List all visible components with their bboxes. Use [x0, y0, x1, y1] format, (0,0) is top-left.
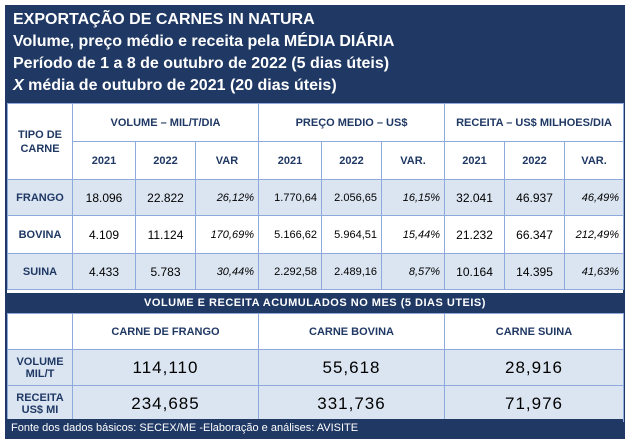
sub-header: VAR: [195, 141, 259, 180]
cell-var: 30,44%: [195, 253, 259, 290]
cell: 2.489,16: [321, 253, 382, 290]
sub-header: 2021: [258, 141, 322, 180]
volume-bovina: 55,618: [258, 349, 445, 386]
cell-var: 15,44%: [380, 215, 446, 254]
cell: 4.109: [72, 215, 136, 254]
cell: 22.822: [135, 179, 196, 216]
header-comparison: X média de outubro de 2021 (20 dias útei…: [13, 75, 623, 97]
table-row: VOLUME MIL/T 114,110 55,618 28,916: [7, 349, 624, 386]
row-label-volume: VOLUME MIL/T: [7, 349, 73, 386]
report-frame: EXPORTAÇÃO DE CARNES IN NATURA Volume, p…: [5, 5, 625, 439]
cell-var: 212,49%: [564, 215, 625, 254]
sub-header: 2022: [135, 141, 196, 180]
cell: 5.783: [135, 253, 196, 290]
sub-header: 2021: [72, 141, 136, 180]
cell: 11.124: [135, 215, 196, 254]
header-x-mark: X: [13, 77, 24, 94]
cell-var: 170,69%: [195, 215, 259, 254]
cell: 66.347: [504, 215, 566, 254]
sub-header: 2021: [444, 141, 506, 180]
table-row: SUINA 4.433 5.783 30,44% 2.292,58 2.489,…: [7, 253, 625, 290]
row-label-receita: RECEITA US$ MI: [7, 385, 73, 422]
receita-group-header: RECEITA – US$ MILHOES/DIA: [444, 103, 625, 142]
header-comparison-text: média de outubro de 2021 (20 dias úteis): [23, 77, 337, 94]
col-carne-frango: CARNE DE FRANGO: [72, 313, 259, 350]
receita-bovina: 331,736: [258, 385, 445, 422]
volume-group-header: VOLUME – MIL/T/DIA: [72, 103, 259, 142]
accumulated-table: CARNE DE FRANGO CARNE BOVINA CARNE SUINA…: [7, 313, 624, 422]
sub-header: 2022: [321, 141, 382, 180]
cell: 10.164: [444, 253, 506, 290]
cell-var: 16,15%: [380, 179, 446, 216]
volume-suina: 28,916: [444, 349, 624, 386]
sub-header: VAR.: [380, 141, 446, 180]
cell: 21.232: [444, 215, 506, 254]
cell-var: 41,63%: [564, 253, 625, 290]
source-footer: Fonte dos dados básicos: SECEX/ME -Elabo…: [7, 419, 623, 437]
daily-average-table: TIPO DE CARNE VOLUME – MIL/T/DIA PREÇO M…: [7, 103, 625, 290]
header-subtitle: Volume, preço médio e receita pela MÉDIA…: [13, 33, 395, 50]
header-period: Período de 1 a 8 de outubro de 2022 (5 d…: [13, 55, 390, 72]
table-row: BOVINA 4.109 11.124 170,69% 5.166,62 5.9…: [7, 215, 625, 254]
row-label-suina: SUINA: [7, 253, 73, 290]
volume-frango: 114,110: [72, 349, 259, 386]
sub-header: VAR.: [564, 141, 625, 180]
cell: 32.041: [444, 179, 506, 216]
cell: 2.056,65: [321, 179, 382, 216]
row-label-bovina: BOVINA: [7, 215, 73, 254]
receita-frango: 234,685: [72, 385, 259, 422]
receita-suina: 71,976: [444, 385, 624, 422]
cell: 5.964,51: [321, 215, 382, 254]
sub-header: 2022: [504, 141, 566, 180]
cell: 2.292,58: [258, 253, 322, 290]
cell: 18.096: [72, 179, 136, 216]
report-header: EXPORTAÇÃO DE CARNES IN NATURA Volume, p…: [7, 7, 623, 103]
cell: 14.395: [504, 253, 566, 290]
accum-corner: [7, 313, 73, 350]
row-label-frango: FRANGO: [7, 179, 73, 216]
table-row: RECEITA US$ MI 234,685 331,736 71,976: [7, 385, 624, 422]
col-carne-suina: CARNE SUINA: [444, 313, 624, 350]
tipo-carne-header: TIPO DE CARNE: [7, 103, 73, 180]
cell-var: 26,12%: [195, 179, 259, 216]
col-carne-bovina: CARNE BOVINA: [258, 313, 445, 350]
cell-var: 8,57%: [380, 253, 446, 290]
header-title: EXPORTAÇÃO DE CARNES IN NATURA: [13, 11, 315, 28]
cell: 46.937: [504, 179, 566, 216]
accumulated-section-title: VOLUME E RECEITA ACUMULADOS NO MES (5 DI…: [7, 293, 623, 313]
cell-var: 46,49%: [564, 179, 625, 216]
cell: 4.433: [72, 253, 136, 290]
cell: 1.770,64: [258, 179, 322, 216]
preco-group-header: PREÇO MEDIO – US$: [257, 103, 446, 142]
cell: 5.166,62: [258, 215, 322, 254]
table-row: FRANGO 18.096 22.822 26,12% 1.770,64 2.0…: [7, 179, 625, 216]
